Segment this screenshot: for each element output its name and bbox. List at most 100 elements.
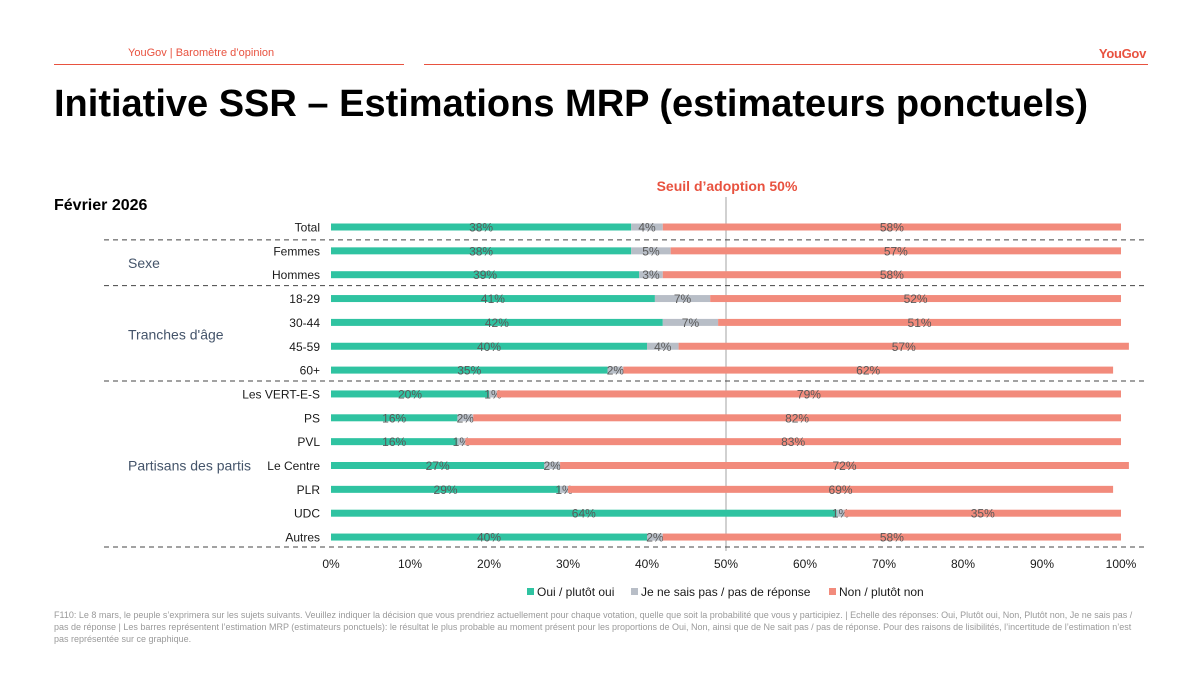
data-label: 2%: [544, 459, 562, 473]
category-label: Les VERT-E-S: [242, 387, 320, 401]
bar-segment: [331, 509, 837, 517]
x-tick-label: 80%: [951, 557, 975, 571]
data-label: 5%: [642, 244, 660, 258]
data-label: 40%: [477, 340, 501, 354]
data-label: 16%: [382, 435, 406, 449]
bar-segment: [465, 438, 1121, 446]
group-label: Partisans des partis: [128, 458, 251, 474]
category-label: UDC: [294, 507, 320, 521]
data-label: 52%: [904, 292, 928, 306]
bar-segment: [718, 318, 1121, 326]
legend-label: Je ne sais pas / pas de réponse: [641, 585, 811, 599]
data-label: 4%: [638, 221, 656, 235]
data-label: 69%: [829, 483, 853, 497]
category-label: Hommes: [272, 268, 320, 282]
x-tick-label: 0%: [322, 557, 340, 571]
category-label: Autres: [285, 531, 320, 545]
bar-segment: [473, 414, 1121, 422]
header-source-label: YouGov | Baromètre d’opinion: [128, 47, 275, 59]
bar-segment: [623, 366, 1114, 374]
category-label: PS: [304, 411, 320, 425]
bar-segment: [331, 318, 663, 326]
x-tick-label: 50%: [714, 557, 738, 571]
bar-segment: [607, 366, 624, 374]
bar-segment: [331, 271, 640, 279]
data-label: 4%: [654, 340, 672, 354]
data-label: 42%: [485, 316, 509, 330]
data-label: 35%: [457, 364, 481, 378]
legend-swatch: [829, 588, 836, 595]
page-title: Initiative SSR – Estimations MRP (estima…: [54, 83, 1088, 125]
bar-segment: [647, 342, 679, 350]
data-label: 58%: [880, 221, 904, 235]
bar-segment: [710, 295, 1121, 303]
bar-segment: [331, 390, 489, 398]
bar-segment: [662, 318, 719, 326]
category-label: PVL: [297, 435, 320, 449]
category-label: Femmes: [273, 244, 320, 258]
data-label: 72%: [832, 459, 856, 473]
bar-segment: [331, 533, 647, 541]
data-label: 35%: [971, 507, 995, 521]
data-label: 16%: [382, 411, 406, 425]
bar-segment: [844, 509, 1121, 517]
data-label: 79%: [797, 387, 821, 401]
bar-segment: [331, 438, 458, 446]
data-label: 83%: [781, 435, 805, 449]
bar-segment: [639, 271, 663, 279]
x-tick-label: 20%: [477, 557, 501, 571]
bar-segment: [457, 438, 466, 446]
category-label: Total: [295, 221, 320, 235]
x-tick-label: 90%: [1030, 557, 1054, 571]
data-label: 39%: [473, 268, 497, 282]
bar-segment: [654, 295, 711, 303]
bar-segment: [647, 533, 663, 541]
category-label: Le Centre: [267, 459, 320, 473]
category-label: 60+: [300, 364, 320, 378]
header-divider-left: [54, 64, 404, 65]
data-label: 2%: [607, 364, 625, 378]
data-label: 7%: [674, 292, 692, 306]
bar-segment: [568, 485, 1114, 493]
category-label: 18-29: [289, 292, 320, 306]
data-label: 2%: [457, 411, 475, 425]
bar-segment: [544, 462, 561, 469]
data-label: 29%: [434, 483, 458, 497]
chart-subtitle: Février 2026: [54, 197, 148, 214]
bar-segment: [662, 533, 1121, 541]
data-label: 7%: [682, 316, 700, 330]
yougov-logo: YouGov: [1098, 46, 1146, 61]
data-label: 40%: [477, 531, 501, 545]
x-tick-label: 60%: [793, 557, 817, 571]
bar-segment: [662, 223, 1121, 231]
header-divider-right: [424, 64, 1148, 65]
bar-segment: [631, 247, 671, 255]
group-label: Tranches d'âge: [128, 326, 224, 342]
threshold-label: Seuil d’adoption 50%: [656, 178, 798, 194]
bar-segment: [560, 462, 1129, 469]
data-label: 82%: [785, 411, 809, 425]
bar-segment: [662, 271, 1121, 279]
data-label: 51%: [908, 316, 932, 330]
group-label: Sexe: [128, 255, 160, 271]
bar-segment: [489, 390, 497, 398]
bar-segment: [331, 247, 632, 255]
bar-segment: [836, 509, 845, 517]
data-label: 2%: [646, 531, 664, 545]
bar-segment: [678, 342, 1129, 350]
data-label: 41%: [481, 292, 505, 306]
data-label: 38%: [469, 244, 493, 258]
x-tick-label: 70%: [872, 557, 896, 571]
bar-segment: [331, 462, 545, 469]
bar-segment: [331, 366, 608, 374]
bar-segment: [331, 223, 632, 231]
bar-segment: [457, 414, 474, 422]
bar-segment: [331, 485, 561, 493]
bar-segment: [670, 247, 1121, 255]
data-label: 57%: [892, 340, 916, 354]
category-label: 30-44: [289, 316, 320, 330]
legend-label: Non / plutôt non: [839, 585, 924, 599]
data-label: 58%: [880, 268, 904, 282]
data-label: 57%: [884, 244, 908, 258]
